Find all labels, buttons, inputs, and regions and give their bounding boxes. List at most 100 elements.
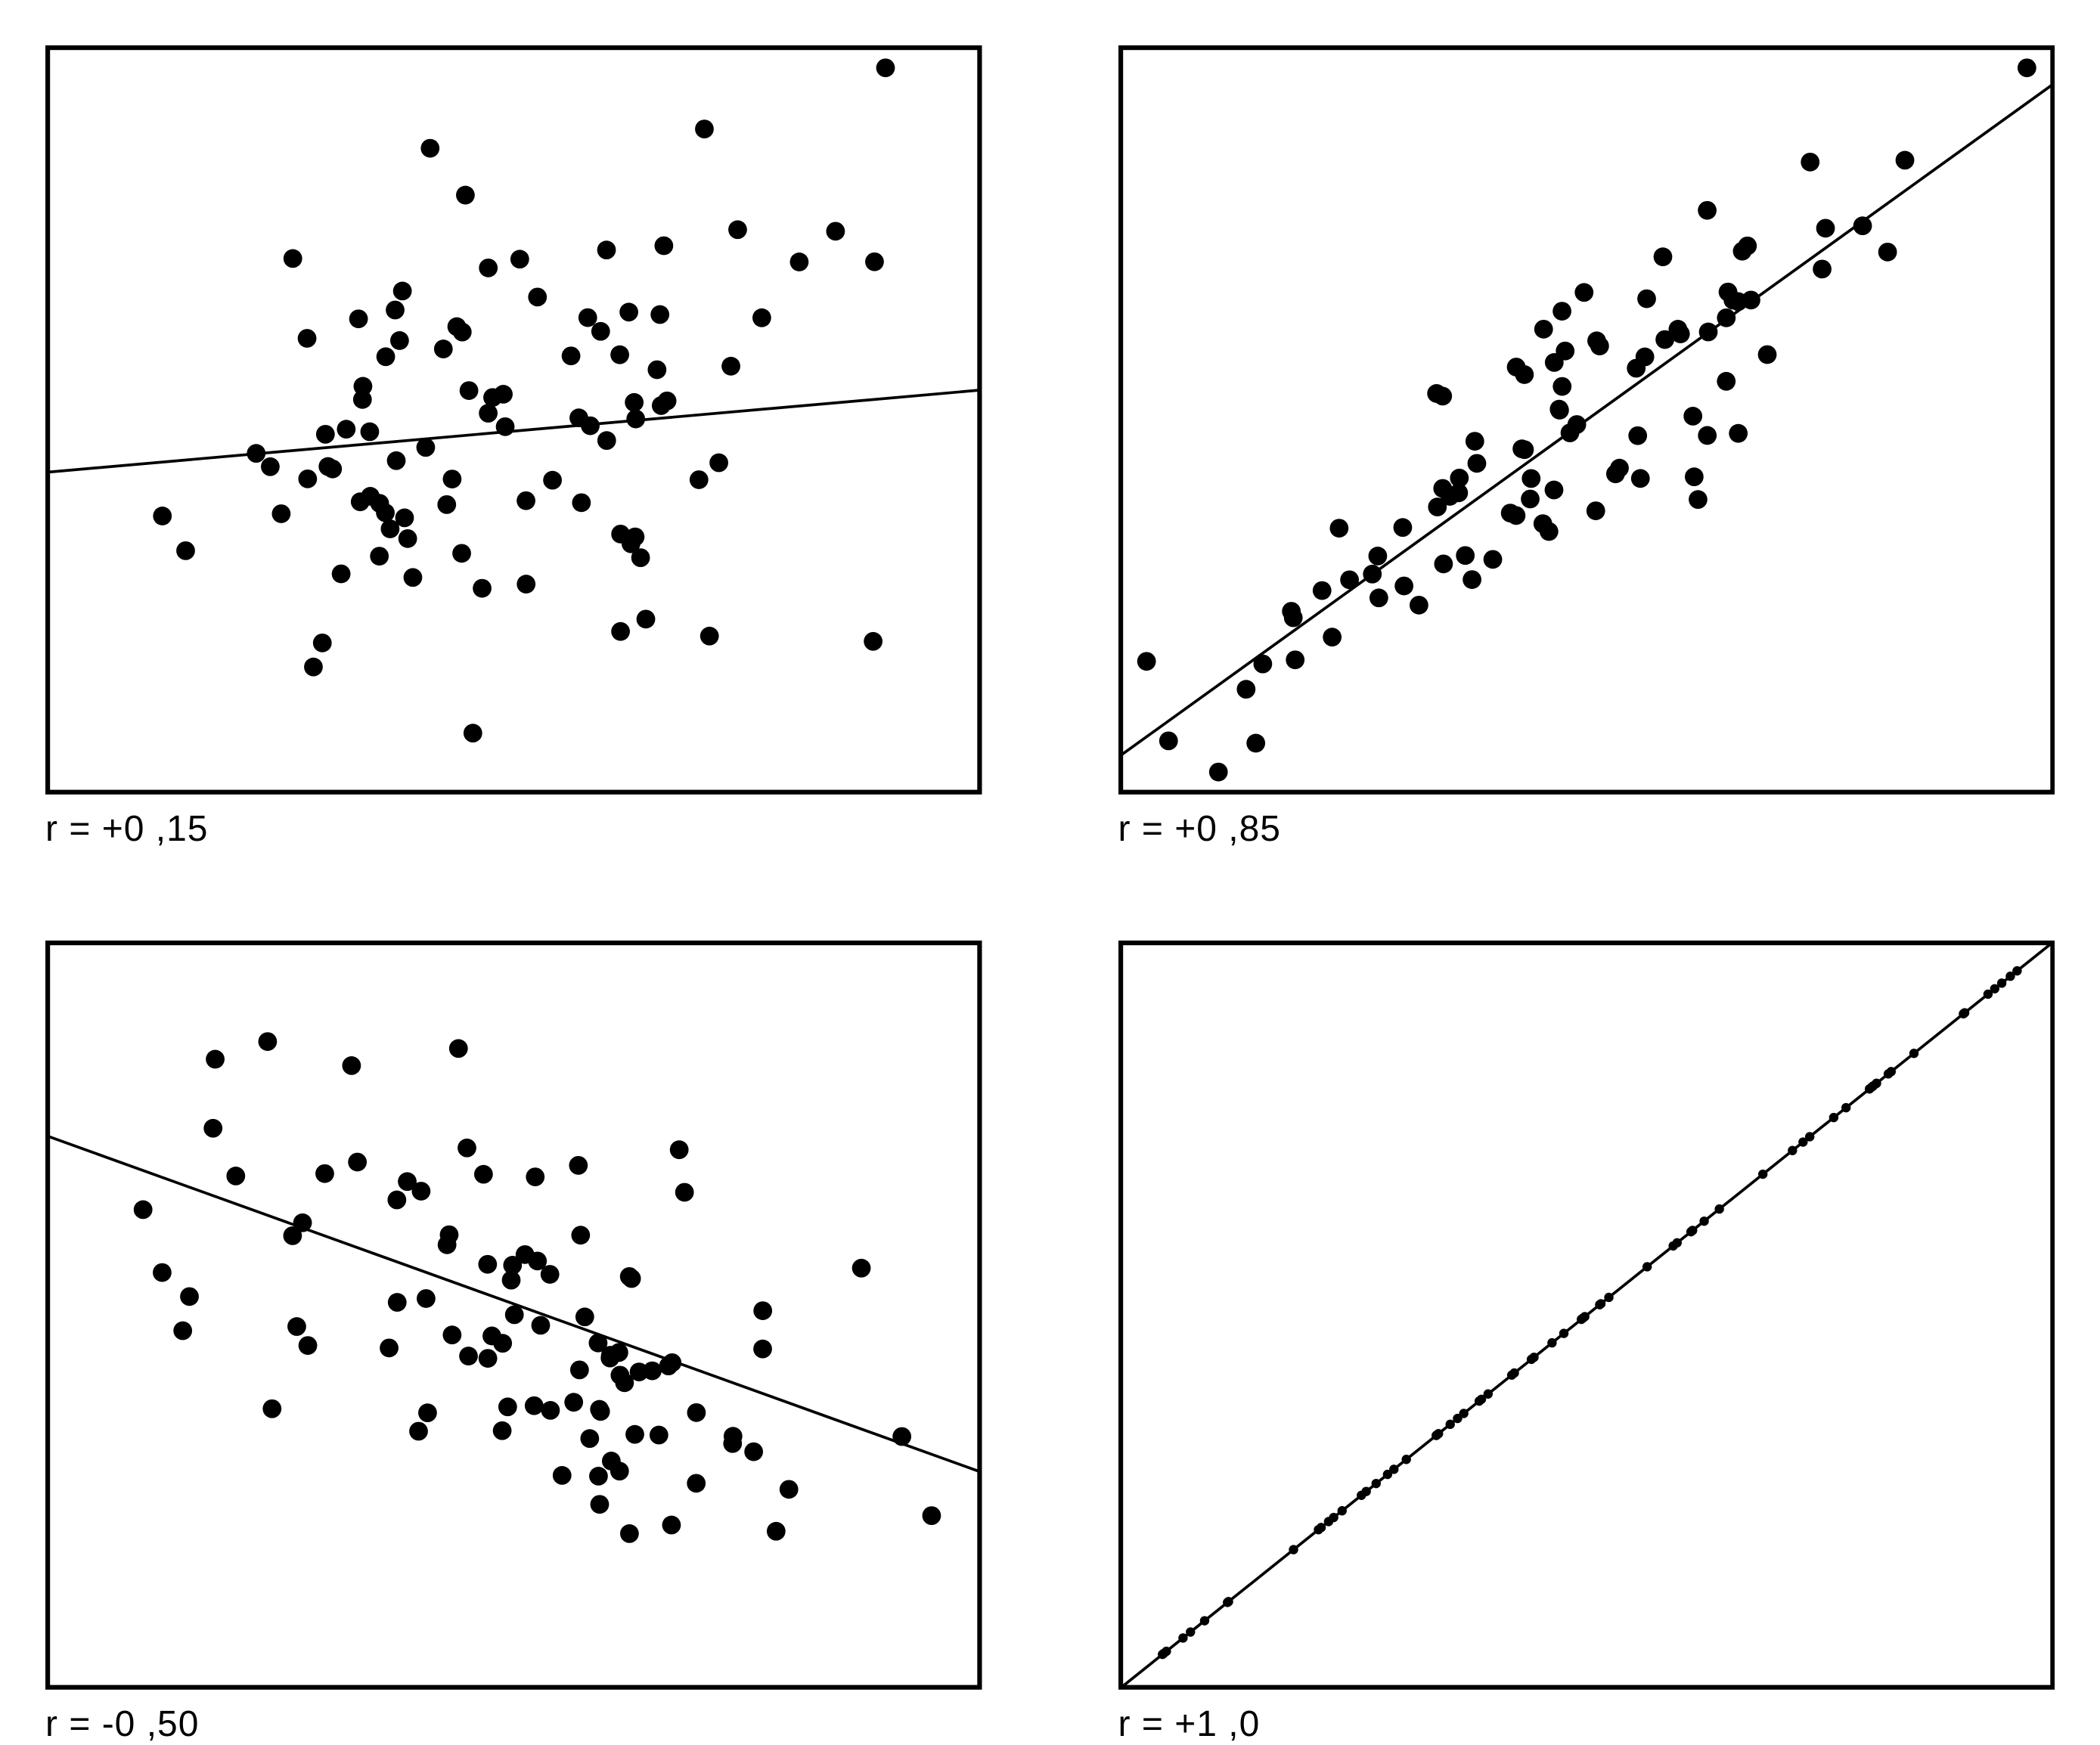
data-point (1698, 201, 1717, 220)
data-point (1286, 650, 1304, 669)
plot-box (45, 45, 982, 795)
data-point (892, 1427, 911, 1446)
data-point (1853, 216, 1872, 235)
data-point (923, 1506, 941, 1525)
data-point (153, 507, 172, 525)
data-point (493, 1421, 512, 1440)
panel-caption: r = -0 ,50 (45, 1703, 982, 1745)
data-point (1714, 1204, 1723, 1213)
data-point (1668, 1241, 1677, 1251)
data-point (399, 529, 417, 548)
data-point (1483, 550, 1502, 569)
data-point (827, 222, 845, 240)
data-point (564, 1393, 583, 1412)
panel-r-minus-0-50: r = -0 ,50 (45, 941, 982, 1745)
data-point (721, 357, 740, 376)
data-point (575, 1307, 594, 1326)
data-point (1604, 1293, 1613, 1302)
data-point (493, 1334, 512, 1353)
data-point (1432, 1430, 1441, 1440)
data-point (479, 1349, 498, 1368)
data-point (1605, 464, 1624, 483)
data-point (1465, 432, 1484, 451)
data-point (261, 457, 280, 476)
data-point (409, 1421, 428, 1440)
data-point (525, 1396, 544, 1415)
data-point (293, 1213, 312, 1232)
data-point (876, 58, 895, 77)
data-point (464, 724, 482, 742)
data-point (1434, 554, 1453, 573)
data-point (687, 1474, 706, 1492)
data-point (206, 1049, 225, 1068)
data-point (1717, 308, 1736, 327)
data-point (134, 1200, 153, 1219)
data-point (1544, 353, 1563, 372)
data-point (1515, 440, 1534, 459)
data-point (1401, 1455, 1410, 1464)
data-point (351, 492, 370, 511)
data-point (562, 346, 581, 365)
data-point (505, 1305, 524, 1324)
data-point (443, 470, 462, 488)
data-point (752, 308, 771, 327)
data-point (543, 471, 562, 490)
chart-grid: r = +0 ,15 r = +0 ,85 r = -0 ,50 r = +1 … (45, 45, 2055, 1688)
data-point (316, 425, 335, 444)
data-point (1567, 415, 1586, 434)
data-point (1506, 1370, 1515, 1379)
data-point (2017, 58, 2036, 77)
data-point (1684, 467, 1703, 486)
data-point (744, 1443, 763, 1461)
data-point (474, 1165, 493, 1184)
data-point (298, 470, 317, 488)
panel-caption: r = +0 ,85 (1118, 808, 2055, 850)
plot-box (1118, 941, 2055, 1690)
data-point (287, 1317, 306, 1336)
data-point (1246, 734, 1265, 753)
data-point (388, 1293, 407, 1312)
data-point (449, 1039, 468, 1058)
data-point (709, 454, 728, 473)
data-point (390, 331, 409, 350)
data-point (1813, 259, 1832, 278)
data-point (541, 1265, 560, 1284)
data-point (173, 1321, 192, 1340)
data-point (625, 393, 644, 412)
data-point (1445, 1419, 1454, 1428)
data-point (591, 1495, 610, 1514)
data-point (1337, 1506, 1346, 1515)
data-point (610, 1343, 628, 1362)
data-point (1534, 320, 1553, 339)
data-point (589, 1334, 608, 1353)
data-point (526, 1167, 544, 1186)
data-point (1574, 283, 1593, 302)
data-point (615, 1373, 634, 1392)
data-point (626, 528, 645, 547)
data-point (1382, 1470, 1391, 1479)
data-point (1757, 346, 1776, 364)
data-point (180, 1287, 199, 1306)
data-point (626, 410, 645, 429)
data-point (643, 1362, 662, 1381)
data-point (597, 431, 616, 450)
data-point (1688, 1226, 1697, 1235)
data-point (753, 1301, 772, 1320)
data-point (304, 658, 323, 677)
data-point (865, 253, 884, 271)
data-point (1463, 570, 1481, 589)
data-point (1363, 565, 1382, 584)
data-point (452, 544, 471, 563)
data-point (376, 504, 395, 522)
data-point (1456, 546, 1475, 565)
data-point (1314, 1525, 1323, 1534)
data-point (1476, 1394, 1485, 1403)
data-point (580, 1429, 599, 1448)
data-point (528, 287, 547, 306)
data-point (1178, 1633, 1187, 1642)
data-point (611, 622, 630, 641)
data-point (1732, 242, 1751, 261)
scatter-svg (1118, 45, 2055, 795)
data-point (1642, 1262, 1651, 1271)
data-point (1670, 324, 1689, 343)
